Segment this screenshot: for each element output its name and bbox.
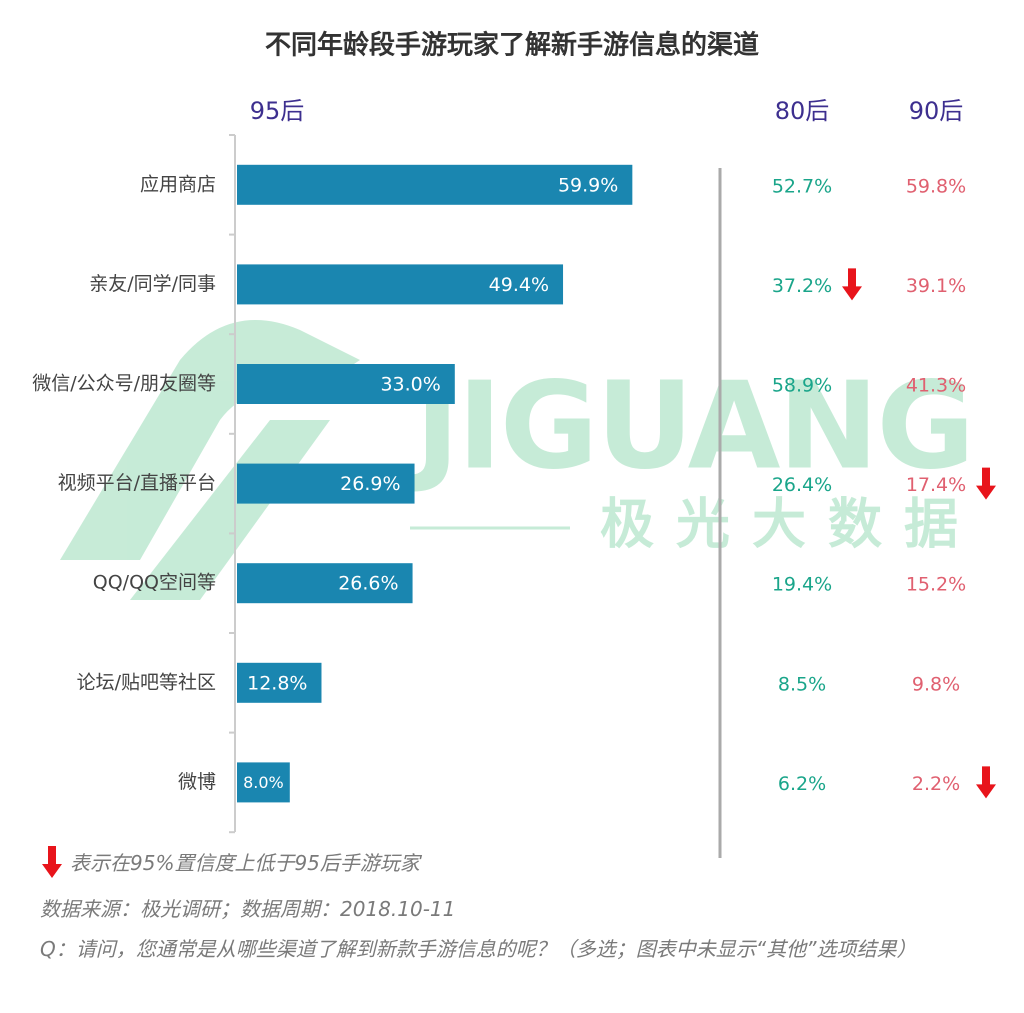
value-label: 59.9% [558, 174, 618, 196]
lower-arrow [842, 268, 862, 301]
lower-arrow [976, 766, 996, 799]
value-label: 12.8% [247, 672, 307, 694]
bar [237, 762, 290, 803]
value-label: 17.4% [906, 474, 966, 496]
watermark-subtitle: 极光大数据 [600, 493, 980, 556]
bar [237, 662, 322, 703]
value-label: 8.0% [243, 773, 284, 792]
value-label: 59.8% [906, 175, 966, 197]
value-label: 37.2% [772, 275, 832, 297]
y-tick-label: 应用商店 [140, 173, 216, 195]
value-label: 6.2% [778, 773, 826, 795]
bar [237, 264, 564, 305]
value-label: 26.4% [772, 474, 832, 496]
bar [237, 563, 413, 604]
y-tick-label: 视频平台/直播平台 [58, 472, 216, 494]
bar [237, 164, 633, 205]
y-tick-label: 微博 [178, 771, 216, 793]
value-label: 49.4% [489, 274, 549, 296]
note: 表示在95%置信度上低于95后手游玩家 [70, 851, 420, 875]
watermark-brand: JIGUANG [408, 358, 975, 497]
value-label: 33.0% [380, 374, 440, 396]
value-label: 58.9% [772, 375, 832, 397]
y-tick-label: QQ/QQ空间等 [93, 572, 216, 594]
bar [237, 364, 455, 404]
value-label: 26.6% [338, 573, 398, 595]
value-label: 8.5% [778, 673, 826, 695]
value-label: 9.8% [912, 673, 960, 695]
watermark: JIGUANG 极光大数据 [60, 320, 980, 600]
value-label: 19.4% [772, 574, 832, 596]
bar [237, 463, 415, 504]
series-header: 90后 [909, 97, 964, 125]
value-label: 52.7% [772, 175, 832, 197]
value-label: 15.2% [906, 574, 966, 596]
y-tick-label: 论坛/贴吧等社区 [77, 671, 216, 693]
question: Q：请问，您通常是从哪些渠道了解到新款手游信息的呢？（多选；图表中未显示“其他”… [40, 937, 917, 961]
value-label: 39.1% [906, 275, 966, 297]
y-tick-label: 亲友/同学/同事 [89, 273, 216, 295]
value-label: 26.9% [340, 473, 400, 495]
value-label: 2.2% [912, 773, 960, 795]
source: 数据来源：极光调研；数据周期：2018.10-11 [40, 897, 456, 921]
series-header: 95后 [250, 97, 305, 125]
chart-title: 不同年龄段手游玩家了解新手游信息的渠道 [265, 30, 759, 61]
series-header: 80后 [775, 97, 830, 125]
lower-arrow [976, 467, 996, 500]
y-tick-label: 微信/公众号/朋友圈等 [32, 373, 216, 395]
value-label: 41.3% [906, 375, 966, 397]
lower-arrow [42, 846, 62, 878]
